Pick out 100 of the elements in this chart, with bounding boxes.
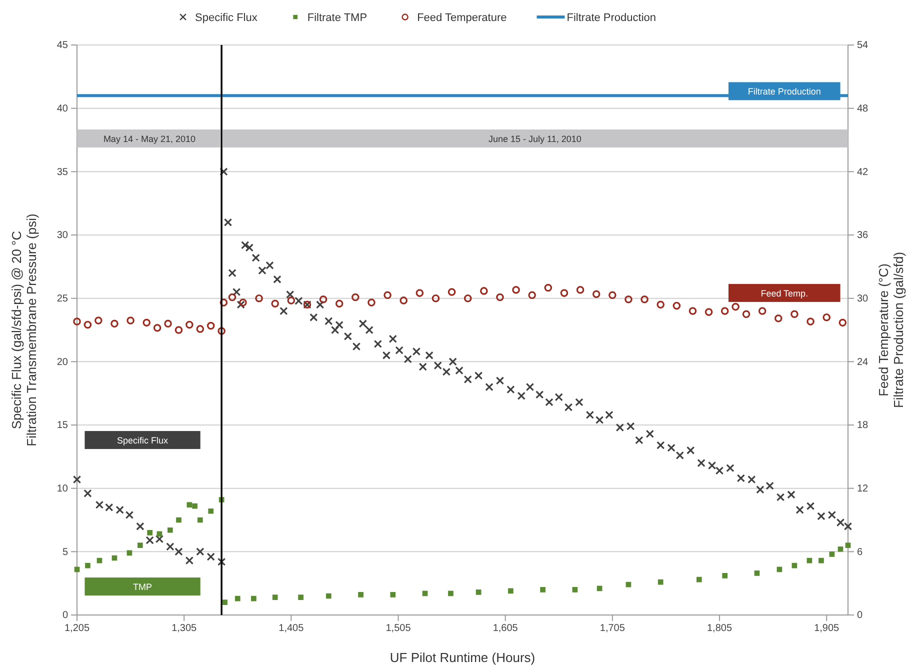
- point: [754, 570, 760, 576]
- y2-tick-label: 30: [857, 294, 869, 305]
- x-tick-label: 1,205: [64, 623, 90, 634]
- point: [358, 592, 364, 598]
- point: [142, 318, 150, 326]
- point: [368, 298, 376, 306]
- y2-tick-label: 54: [857, 40, 869, 52]
- y-tick-label: 20: [56, 356, 68, 368]
- point: [806, 318, 814, 326]
- point: [96, 558, 102, 564]
- annotation: Filtrate Production: [748, 86, 821, 97]
- point: [73, 318, 81, 326]
- label-tag: Feed Temp.: [728, 284, 840, 302]
- annotation: May 14 - May 21, 2010: [103, 134, 196, 144]
- y2-tick-label: 24: [857, 356, 869, 368]
- point: [85, 562, 90, 568]
- point: [688, 307, 697, 315]
- point: [696, 576, 702, 582]
- point: [228, 293, 236, 302]
- y-axis-title: Specific Flux (gal/sfd-psi) @ 20 °C Filtration Transmembrane Pressure (psi): [8, 214, 39, 446]
- point: [326, 593, 332, 599]
- point: [448, 288, 456, 296]
- point: [390, 592, 396, 598]
- point: [829, 552, 835, 557]
- point: [110, 320, 118, 328]
- point: [656, 300, 664, 309]
- point: [218, 327, 226, 335]
- y-tick-label: 45: [56, 40, 68, 52]
- point: [640, 296, 648, 304]
- point: [112, 555, 118, 561]
- point: [790, 310, 798, 318]
- y-tick-label: 10: [56, 484, 68, 495]
- point: [448, 590, 454, 596]
- legend-label: Filtrate TMP: [307, 12, 368, 24]
- point: [432, 294, 440, 302]
- point: [251, 596, 256, 602]
- y-tick-label: 5: [62, 546, 68, 558]
- point: [480, 287, 488, 295]
- point: [272, 594, 278, 600]
- point: [319, 296, 328, 304]
- point: [222, 600, 228, 606]
- x-tick-label: 1,705: [600, 623, 626, 634]
- point: [220, 298, 228, 306]
- label-tag: Specific Flux: [84, 431, 200, 449]
- y-tick-label: 0: [62, 610, 68, 622]
- point: [167, 527, 173, 533]
- point: [822, 313, 830, 322]
- point: [596, 586, 602, 592]
- point: [576, 286, 584, 294]
- y-tick-label: 15: [56, 420, 68, 432]
- point: [774, 314, 782, 322]
- x-tick-label: 1,405: [278, 623, 304, 634]
- point: [845, 542, 851, 548]
- point: [186, 320, 194, 329]
- point: [186, 502, 192, 508]
- point: [792, 562, 798, 568]
- point: [508, 588, 514, 594]
- point: [496, 293, 504, 302]
- point: [335, 300, 344, 308]
- point: [416, 289, 424, 297]
- y-tick-label: 25: [56, 294, 68, 305]
- point: [138, 542, 143, 548]
- y2-tick-label: 18: [857, 420, 869, 432]
- point: [94, 316, 102, 324]
- label-tag: Filtrate Production: [728, 82, 840, 100]
- y2-tick-label: 48: [857, 104, 869, 115]
- y-tick-label: 35: [56, 166, 68, 178]
- point: [838, 318, 847, 326]
- y2-tick-label: 0: [857, 610, 863, 622]
- y2-tick-label: 36: [857, 230, 869, 242]
- point: [476, 590, 482, 595]
- point: [287, 296, 296, 304]
- annotation: TMP: [133, 582, 152, 592]
- point: [838, 546, 844, 552]
- label-tag: June 15 - July 11, 2010: [488, 134, 582, 144]
- point: [658, 579, 664, 585]
- y2-axis-title: Feed Temperature (°C) Filtrate Production (gal/sfd): [876, 252, 906, 408]
- y2-tick-label: 12: [857, 484, 869, 495]
- point: [720, 307, 729, 315]
- point: [400, 296, 408, 304]
- point: [626, 582, 632, 588]
- point: [722, 573, 728, 578]
- point: [384, 291, 392, 300]
- point: [732, 302, 740, 311]
- point: [126, 550, 132, 556]
- y2-tick-label: 42: [857, 166, 869, 178]
- point: [776, 566, 782, 572]
- annotation: Specific Flux: [117, 436, 169, 446]
- point: [208, 508, 214, 514]
- point: [174, 326, 183, 334]
- point: [704, 308, 713, 316]
- x-tick-label: 1,905: [814, 623, 840, 634]
- point: [540, 586, 546, 592]
- legend-label: Specific Flux: [195, 12, 258, 24]
- point: [156, 531, 162, 537]
- point: [164, 320, 172, 328]
- point: [512, 286, 520, 294]
- point: [147, 530, 152, 536]
- point: [153, 324, 162, 332]
- point: [192, 503, 198, 509]
